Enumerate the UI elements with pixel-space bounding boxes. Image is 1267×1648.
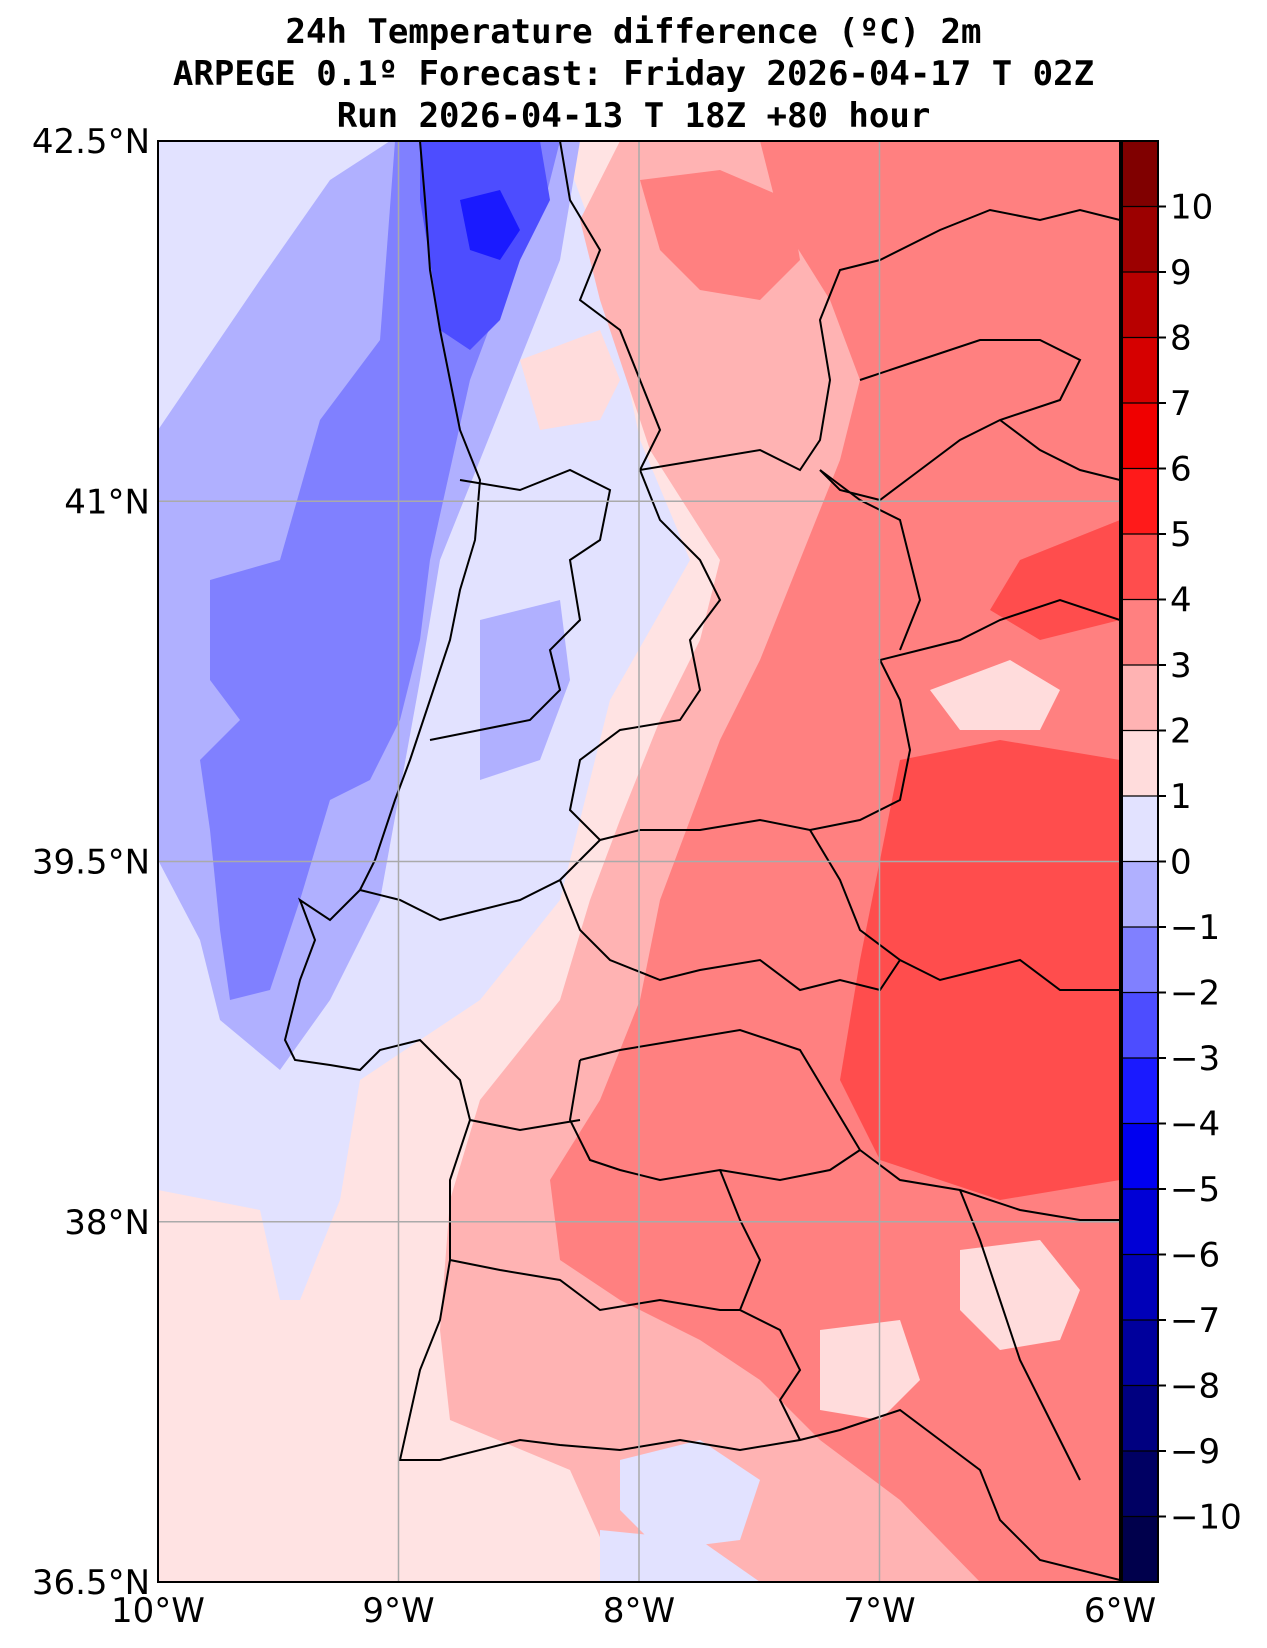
colorbar-segment — [1122, 403, 1158, 469]
colorbar-tick-label: −10 — [1170, 1498, 1242, 1538]
field-zone-minus-1-to-minus-2 — [480, 600, 570, 780]
colorbar-tick-label: −2 — [1170, 974, 1220, 1014]
colorbar-segment — [1122, 1516, 1158, 1583]
colorbar-segment — [1122, 665, 1158, 731]
lon-tick-label: 7°W — [843, 1591, 915, 1631]
field-zone-2-to-3 — [640, 170, 800, 300]
field-zone-0-to-1 — [930, 660, 1060, 730]
lat-tick-label: 39.5°N — [32, 843, 150, 883]
border-line — [719, 1169, 802, 1441]
border-line — [579, 1028, 1120, 1221]
colorbar-tick-label: −6 — [1170, 1236, 1220, 1276]
colorbar-segment — [1122, 992, 1158, 1059]
border-line — [449, 1259, 740, 1312]
border-line — [568, 1059, 861, 1182]
border-line — [559, 141, 1120, 472]
colorbar-segment — [1122, 272, 1158, 338]
colorbar-segment — [1122, 927, 1158, 993]
field-zone-0-to-minus-1 — [600, 1530, 760, 1582]
lat-tick-label: 36.5°N — [32, 1563, 150, 1603]
colorbar-segment — [1122, 206, 1158, 273]
border-line — [819, 469, 922, 651]
colorbar-segment — [1122, 599, 1158, 666]
colorbar-tick-label: 8 — [1170, 319, 1192, 359]
border-line — [568, 469, 1120, 842]
map-title-line-1: 24h Temperature difference (ºC) 2m — [285, 12, 982, 52]
colorbar-segment — [1122, 1058, 1158, 1124]
colorbar-tick-label: 9 — [1170, 253, 1192, 293]
colorbar-segment — [1122, 1320, 1158, 1386]
colorbar-segment — [1122, 861, 1158, 928]
border-line — [959, 1189, 1081, 1481]
lat-tick-label: 38°N — [64, 1203, 150, 1243]
lon-tick-label: 10°W — [111, 1591, 205, 1631]
colorbar-tick-label: 7 — [1170, 384, 1192, 424]
colorbar-segment — [1122, 337, 1158, 404]
field-zone-0-to-1 — [520, 330, 620, 430]
field-zone-minus-4-to-minus-5 — [460, 190, 520, 260]
field-zone-minus-2-to-minus-3 — [200, 141, 560, 1000]
colorbar-tick-label: −1 — [1170, 908, 1220, 948]
colorbar-tick-label: 10 — [1170, 188, 1213, 228]
border-line — [559, 879, 1120, 992]
colorbar-tick-label: −8 — [1170, 1367, 1220, 1407]
border-line — [429, 468, 612, 741]
map-title-line-2: ARPEGE 0.1º Forecast: Friday 2026-04-17 … — [172, 54, 1095, 94]
lat-tick-label: 42.5°N — [32, 122, 150, 162]
colorbar-segment — [1122, 534, 1158, 600]
colorbar-segment — [1122, 1385, 1158, 1452]
colorbar-tick-label: 1 — [1170, 777, 1192, 817]
lat-tick-label: 41°N — [64, 482, 150, 522]
colorbar-tick-label: 3 — [1170, 646, 1192, 686]
lon-tick-label: 8°W — [603, 1591, 675, 1631]
border-line — [819, 339, 1082, 502]
colorbar-segment — [1122, 1254, 1158, 1321]
field-zone-0-to-minus-1 — [620, 1440, 760, 1550]
colorbar-segment — [1122, 1123, 1158, 1190]
lon-tick-label: 6°W — [1084, 1591, 1156, 1631]
field-zone-0-to-1 — [820, 1320, 920, 1420]
colorbar-segment — [1122, 141, 1158, 207]
colorbar-segment — [1122, 796, 1158, 862]
map-frame — [157, 140, 1121, 1583]
colorbar-tick-label: −5 — [1170, 1170, 1220, 1210]
border-line — [469, 1119, 581, 1132]
colorbar-tick-label: 6 — [1170, 450, 1192, 490]
colorbar-tick-label: 0 — [1170, 843, 1192, 883]
colorbar-tick-label: 5 — [1170, 515, 1192, 555]
colorbar-tick-label: 2 — [1170, 712, 1192, 752]
axis-labels: 10°W 9°W 8°W 7°W 6°W 42.5°N 41°N 39.5°N 38°N 36.5… — [32, 122, 1156, 1631]
colorbar-segment — [1122, 1189, 1158, 1255]
colorbar-tick-label: −7 — [1170, 1301, 1220, 1341]
colorbar-tick-label: −4 — [1170, 1105, 1220, 1145]
colorbar-tick-label: −9 — [1170, 1432, 1220, 1472]
border-line — [999, 419, 1120, 481]
colorbar-segment — [1122, 1451, 1158, 1517]
colorbar-segment — [1122, 468, 1158, 535]
coastline — [283, 141, 1120, 1581]
map-title-line-3: Run 2026-04-13 T 18Z +80 hour — [336, 96, 931, 136]
colorbar-tick-label: −3 — [1170, 1039, 1220, 1079]
colorbar-tick-label: 4 — [1170, 581, 1192, 621]
colorbar-segment — [1122, 730, 1158, 797]
lon-tick-label: 9°W — [362, 1591, 434, 1631]
